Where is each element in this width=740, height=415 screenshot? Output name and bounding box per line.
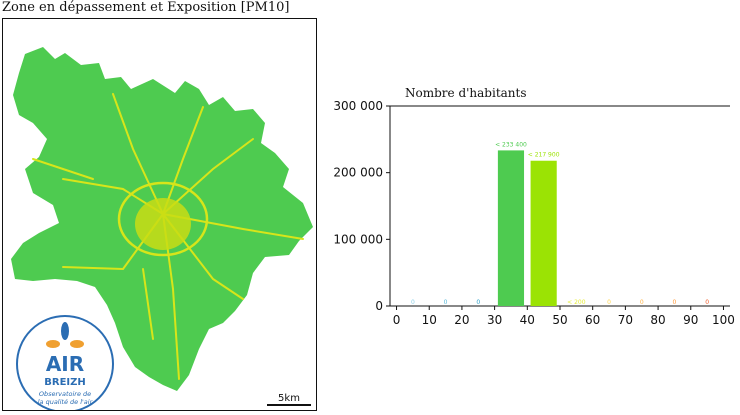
bar [497, 150, 525, 306]
scale-bar-label: 5km [278, 393, 300, 404]
bar-value-label: < 200 [567, 299, 586, 306]
bar-value-label: 0 [607, 299, 611, 306]
y-tick-label: 200 000 [333, 166, 383, 180]
bar-value-label: < 217 900 [528, 152, 560, 159]
x-tick-label: 50 [552, 313, 567, 327]
map-frame: 5km AIR BREIZH Observatoire de la qualit… [2, 18, 317, 411]
x-tick-label: 40 [520, 313, 535, 327]
bar-value-label: < 233 400 [495, 141, 527, 148]
x-tick-label: 80 [650, 313, 665, 327]
logo-breizh: BREIZH [44, 377, 86, 388]
bar [530, 160, 557, 306]
air-breizh-logo: AIR BREIZH Observatoire de la qualité de… [16, 315, 114, 410]
x-tick-label: 10 [422, 313, 437, 327]
bar-value-label: 0 [640, 299, 644, 306]
x-tick-label: 100 [712, 313, 735, 327]
map-title: Zone en dépassement et Exposition [PM10] [2, 0, 290, 15]
bar-value-label: 0 [705, 299, 709, 306]
x-tick-label: 0 [393, 313, 401, 327]
x-tick-label: 70 [618, 313, 633, 327]
x-tick-label: 30 [487, 313, 502, 327]
logo-air: AIR [46, 352, 84, 376]
bar-value-label: 0 [444, 299, 448, 306]
bar-value-label: 0 [673, 299, 677, 306]
x-tick-label: 60 [585, 313, 600, 327]
y-tick-label: 300 000 [333, 99, 383, 113]
map-canvas: 5km AIR BREIZH Observatoire de la qualit… [11, 47, 313, 410]
bar-value-label: 0 [476, 299, 480, 306]
logo-tagline-2: la qualité de l'air [38, 398, 94, 406]
x-tick-label: 90 [683, 313, 698, 327]
bar-value-label: 0 [411, 299, 415, 306]
logo-tagline-1: Observatoire de [39, 390, 91, 398]
y-tick-label: 0 [375, 299, 383, 313]
chart-title: Nombre d'habitants [405, 86, 527, 100]
x-tick-label: 20 [454, 313, 469, 327]
y-tick-label: 100 000 [333, 232, 383, 246]
